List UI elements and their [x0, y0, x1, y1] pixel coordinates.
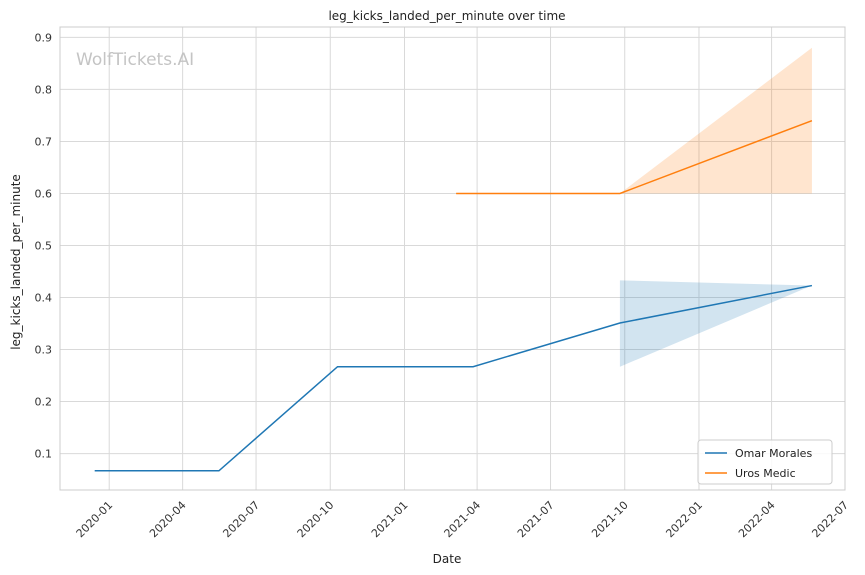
legend-label: Omar Morales — [735, 447, 812, 460]
legend: Omar Morales Uros Medic — [697, 439, 833, 485]
plot-frame — [59, 26, 846, 491]
y-tick-label: 0.7 — [35, 135, 53, 148]
series-line — [456, 119, 813, 195]
confidence-bands — [619, 47, 812, 367]
y-tick-label: 0.9 — [35, 31, 53, 44]
y-tick-label: 0.8 — [35, 83, 53, 96]
series-line — [94, 284, 813, 472]
series-lines — [94, 119, 813, 472]
y-tick-label: 0.2 — [35, 396, 53, 409]
confidence-band — [619, 280, 812, 367]
y-tick-label: 0.3 — [35, 344, 53, 357]
y-axis-label: leg_kicks_landed_per_minute — [9, 174, 23, 350]
y-tick-label: 0.5 — [35, 239, 53, 252]
y-tick-label: 0.1 — [35, 448, 53, 461]
x-axis-label: Date — [433, 552, 462, 566]
watermark: WolfTickets.AI — [76, 50, 194, 70]
chart-title: leg_kicks_landed_per_minute over time — [328, 9, 565, 23]
y-tick-label: 0.6 — [35, 187, 53, 200]
y-tick-labels: 0.1 0.2 0.3 0.4 0.5 0.6 0.7 0.8 0.9 — [35, 31, 53, 460]
legend-box — [697, 439, 833, 485]
confidence-band — [619, 47, 812, 194]
legend-label: Uros Medic — [735, 467, 796, 480]
y-tick-label: 0.4 — [35, 292, 53, 305]
